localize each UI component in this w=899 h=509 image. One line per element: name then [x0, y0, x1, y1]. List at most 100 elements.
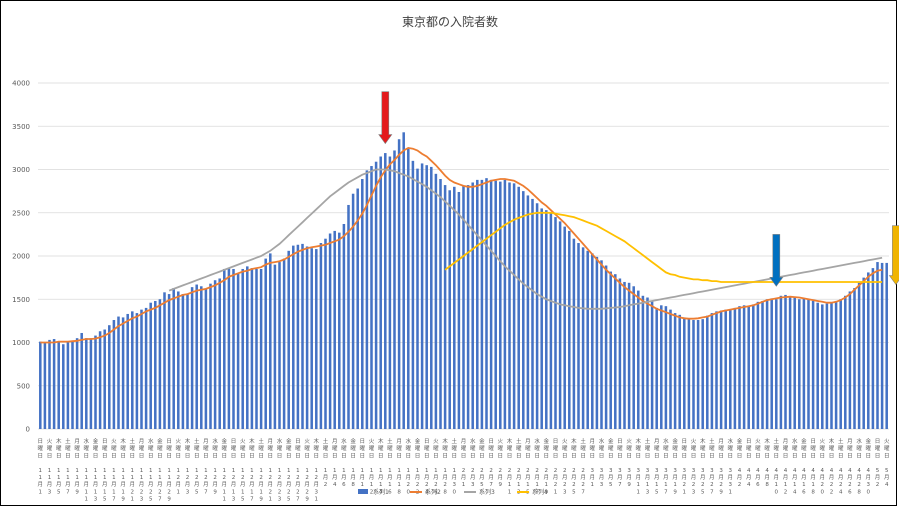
x-category-char: 7: [250, 497, 254, 503]
bar-117: [577, 243, 580, 429]
x-category-char: 曜: [249, 445, 255, 452]
x-category-char: 月: [580, 474, 586, 481]
x-category-char: 1: [425, 468, 429, 474]
bar-135: [660, 305, 663, 429]
legend-label-1: 系列1: [373, 488, 389, 496]
x-category-char: 9: [627, 482, 631, 488]
x-category-char: 1: [241, 468, 245, 474]
x-category-char: 3: [232, 497, 236, 503]
bar-133: [650, 300, 654, 429]
x-category-char: 日: [746, 452, 752, 459]
bar-33: [190, 287, 194, 429]
bar-77: [393, 150, 396, 429]
bar-127: [623, 281, 626, 429]
bar-176: [848, 291, 852, 429]
bar-57: [301, 243, 304, 429]
x-category-char: 2: [324, 482, 328, 488]
bar-45: [246, 266, 249, 429]
bar-72: [370, 166, 373, 430]
x-category-char: 1: [75, 468, 79, 474]
bar-89: [448, 190, 451, 429]
x-category-char: 水: [406, 437, 412, 445]
x-category-char: 月: [856, 474, 862, 481]
bar-98: [489, 179, 493, 429]
x-category-char: 2: [425, 482, 429, 488]
x-category-char: 日: [38, 438, 44, 445]
bar-68: [351, 193, 355, 429]
bar-85: [430, 166, 433, 429]
bar-164: [793, 297, 796, 429]
x-category-char: 土: [774, 437, 780, 445]
bar-149: [724, 309, 727, 429]
x-category-char: 水: [856, 437, 862, 445]
x-category-char: 2: [554, 482, 558, 488]
x-category-char: 1: [112, 468, 116, 474]
x-category-char: 9: [121, 497, 125, 503]
x-category-char: 火: [47, 439, 53, 445]
x-category-char: 4: [379, 489, 383, 495]
series-3-line: [168, 168, 883, 310]
x-category-char: 曜: [608, 445, 614, 452]
x-category-char: 2: [204, 475, 208, 481]
x-category-char: 1: [48, 468, 52, 474]
x-category-char: 日: [258, 452, 264, 459]
x-category-char: 月: [617, 474, 623, 481]
x-category-char: 3: [673, 468, 677, 474]
bar-61: [319, 243, 323, 429]
x-category-char: 月: [810, 474, 816, 481]
x-category-char: 金: [866, 437, 872, 445]
x-category-char: 2: [508, 468, 512, 474]
x-category-char: 日: [553, 452, 559, 459]
x-category-char: 1: [370, 482, 374, 488]
x-category-char: 火: [369, 439, 375, 445]
x-category-char: 1: [296, 468, 300, 474]
x-category-char: 8: [351, 482, 355, 488]
bar-115: [568, 230, 571, 429]
x-category-char: 日: [801, 452, 807, 459]
x-category-char: 8: [397, 489, 401, 495]
arrow-blue-2: [769, 234, 784, 287]
x-category-char: 月: [139, 481, 145, 488]
x-category-char: 2: [140, 489, 144, 495]
x-category-char: 火: [562, 439, 568, 445]
x-category-char: 1: [48, 475, 52, 481]
x-category-char: 9: [719, 489, 723, 495]
x-category-char: 1: [39, 475, 43, 481]
bar-49: [264, 258, 267, 429]
bar-163: [788, 296, 792, 429]
x-category-char: 1: [167, 475, 171, 481]
x-category-char: 4: [793, 489, 797, 495]
bar-93: [466, 185, 470, 429]
x-category-char: 4: [867, 468, 871, 474]
x-category-char: 4: [756, 468, 760, 474]
x-category-char: 曜: [728, 445, 734, 452]
x-category-char: 3: [729, 468, 733, 474]
bar-172: [830, 302, 833, 429]
x-category-char: 9: [673, 489, 677, 495]
x-category-char: 日: [157, 452, 163, 459]
bar-28: [167, 294, 171, 429]
x-category-char: 3: [710, 468, 714, 474]
series-4-line: [444, 211, 883, 283]
x-category-char: 1: [342, 468, 346, 474]
bar-40: [223, 268, 226, 429]
bar-6: [66, 342, 70, 429]
x-category-char: 1: [223, 489, 227, 495]
x-category-char: 1: [361, 482, 365, 488]
x-category-char: 日: [120, 452, 126, 459]
x-category-char: 2: [581, 482, 585, 488]
x-category-char: 月: [231, 481, 237, 488]
x-category-char: 1: [434, 468, 438, 474]
x-category-char: 月: [396, 474, 402, 481]
x-category-char: 木: [764, 437, 770, 445]
x-category-char: 日: [461, 452, 467, 459]
x-category-char: 月: [516, 474, 522, 481]
